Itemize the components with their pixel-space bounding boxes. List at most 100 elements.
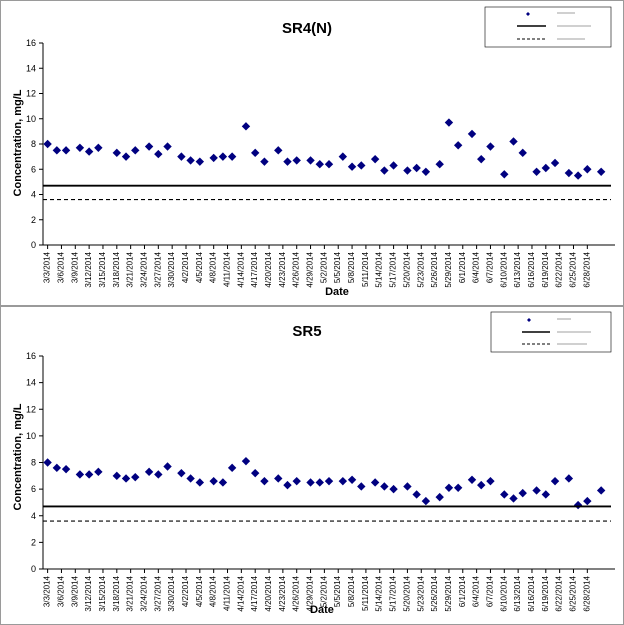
- x-tick-label: 6/25/2014: [568, 575, 577, 611]
- x-tick-label: 5/5/2014: [333, 251, 342, 283]
- x-tick-label: 6/10/2014: [499, 251, 508, 287]
- x-tick-label: 6/19/2014: [541, 575, 550, 611]
- data-point: [444, 483, 454, 492]
- data-point: [347, 475, 357, 485]
- data-point: [209, 476, 218, 486]
- data-point: [573, 171, 583, 180]
- data-point: [486, 142, 495, 151]
- x-tick-label: 3/9/2014: [70, 575, 79, 607]
- data-point: [177, 152, 186, 161]
- data-point: [84, 470, 94, 479]
- data-point: [52, 463, 62, 473]
- x-tick-label: 5/26/2014: [430, 251, 439, 287]
- data-point: [412, 163, 421, 173]
- data-point: [43, 139, 52, 149]
- x-tick-label: 4/29/2014: [306, 251, 315, 287]
- data-point: [532, 167, 541, 176]
- data-point: [357, 161, 366, 170]
- x-tick-label: 5/20/2014: [402, 251, 411, 287]
- y-tick-label: 0: [31, 564, 36, 574]
- y-tick-label: 14: [26, 63, 36, 73]
- x-tick-label: 5/23/2014: [416, 575, 425, 611]
- data-point: [274, 474, 283, 483]
- data-point: [315, 478, 324, 487]
- data-point: [403, 482, 412, 491]
- data-point: [131, 472, 140, 482]
- x-tick-label: 5/5/2014: [333, 575, 342, 607]
- data-point: [541, 163, 551, 173]
- x-tick-label: 5/29/2014: [444, 251, 453, 287]
- data-point: [324, 476, 334, 486]
- data-point: [43, 458, 52, 467]
- x-tick-label: 4/17/2014: [250, 575, 259, 611]
- x-tick-label: 5/2/2014: [319, 575, 328, 607]
- y-tick-label: 8: [31, 458, 36, 468]
- y-axis-label: Concentration, mg/L: [12, 89, 24, 196]
- data-point: [94, 143, 103, 152]
- data-point: [144, 467, 154, 477]
- data-point: [186, 156, 195, 165]
- data-point: [209, 153, 218, 163]
- x-tick-label: 6/7/2014: [485, 251, 494, 283]
- data-point: [500, 170, 509, 179]
- data-point: [283, 480, 292, 490]
- y-tick-label: 8: [31, 139, 36, 149]
- x-tick-label: 4/14/2014: [236, 575, 245, 611]
- x-tick-label: 3/3/2014: [43, 575, 52, 607]
- data-point: [596, 486, 606, 495]
- x-tick-label: 5/2/2014: [319, 251, 328, 283]
- x-tick-label: 6/16/2014: [527, 251, 536, 287]
- data-point: [389, 484, 398, 494]
- x-tick-label: 3/18/2014: [112, 251, 121, 287]
- legend-box: [490, 311, 612, 353]
- data-point: [477, 154, 486, 164]
- data-point: [421, 496, 431, 506]
- data-point: [380, 482, 389, 491]
- data-point: [412, 490, 421, 499]
- x-tick-label: 4/14/2014: [236, 251, 245, 287]
- data-point: [324, 160, 334, 169]
- legend-marker-diamond: [527, 318, 531, 322]
- y-tick-label: 16: [26, 351, 36, 361]
- x-axis-label: Date: [310, 604, 334, 616]
- x-tick-label: 4/11/2014: [223, 251, 232, 287]
- data-point: [260, 157, 269, 166]
- x-tick-label: 6/22/2014: [555, 251, 564, 287]
- data-point: [218, 478, 228, 487]
- data-point: [435, 160, 444, 169]
- data-point: [121, 474, 131, 483]
- data-point: [154, 149, 163, 159]
- x-tick-label: 4/5/2014: [195, 251, 204, 283]
- x-tick-label: 6/22/2014: [555, 575, 564, 611]
- x-tick-label: 5/14/2014: [375, 251, 384, 287]
- x-tick-label: 4/2/2014: [181, 575, 190, 607]
- data-point: [112, 471, 122, 481]
- x-tick-label: 6/7/2014: [485, 575, 494, 607]
- x-tick-label: 4/26/2014: [292, 251, 301, 287]
- data-point: [177, 468, 186, 478]
- data-point: [163, 142, 172, 151]
- x-tick-label: 5/8/2014: [347, 251, 356, 283]
- data-point: [583, 496, 592, 506]
- data-point: [61, 464, 71, 474]
- x-tick-label: 5/20/2014: [402, 575, 411, 611]
- x-tick-label: 3/24/2014: [139, 251, 148, 287]
- chart-title: SR4(N): [282, 20, 332, 37]
- data-point: [163, 462, 172, 471]
- data-point: [112, 148, 122, 158]
- data-point: [518, 148, 527, 158]
- data-point: [380, 166, 389, 175]
- x-tick-label: 3/30/2014: [167, 575, 176, 611]
- y-tick-label: 4: [31, 511, 36, 521]
- data-point: [292, 476, 301, 486]
- chart-panel-sr5: SR5 Concentration, mg/L Date 0 2 4 6 8 10 12 14…: [0, 306, 624, 625]
- data-point: [61, 146, 71, 155]
- x-tick-label: 5/11/2014: [361, 251, 370, 287]
- legend-marker-diamond: [526, 12, 530, 16]
- x-tick-label: 4/23/2014: [278, 251, 287, 287]
- x-tick-label: 6/28/2014: [582, 251, 591, 287]
- x-tick-label: 4/29/2014: [306, 575, 315, 611]
- x-tick-label: 3/15/2014: [98, 251, 107, 287]
- data-point: [453, 141, 463, 150]
- y-tick-label: 10: [26, 431, 36, 441]
